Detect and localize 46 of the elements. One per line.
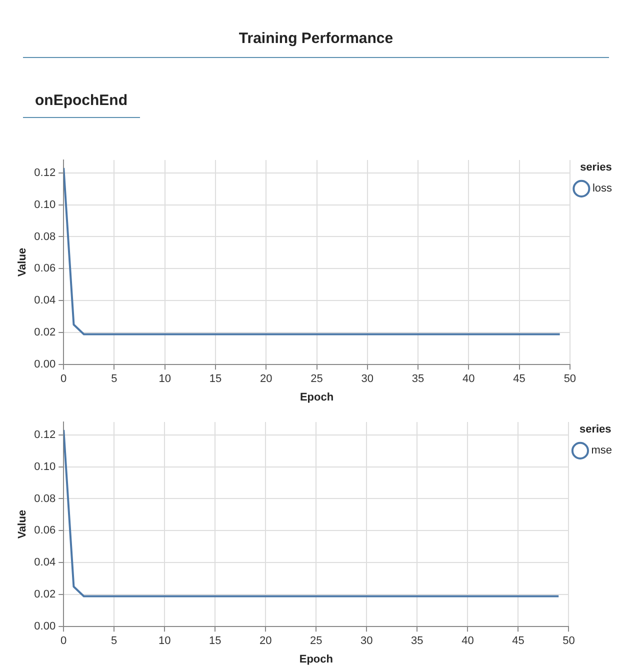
x-tick-label: 35 <box>412 373 424 386</box>
x-tick-label: 5 <box>111 635 118 648</box>
x-tick-label: 10 <box>158 635 171 648</box>
x-tick-label: 45 <box>513 373 526 386</box>
x-tick-label: 0 <box>60 373 67 386</box>
y-tick-label: 0.04 <box>34 556 56 569</box>
x-axis-title: Epoch <box>300 391 334 404</box>
x-tick-label: 20 <box>260 635 272 648</box>
x-tick-label: 40 <box>462 373 475 386</box>
legend-title: series <box>579 424 612 436</box>
x-axis-title: Epoch <box>299 653 334 666</box>
x-tick-label: 35 <box>411 635 424 648</box>
x-tick-label: 15 <box>209 635 222 648</box>
y-tick-label: 0.12 <box>34 428 56 441</box>
y-tick-label: 0.08 <box>34 230 56 243</box>
chart-title: Training Performance <box>23 0 609 58</box>
x-tick-label: 20 <box>260 373 272 386</box>
x-tick-label: 0 <box>60 635 67 648</box>
y-axis-title: Value <box>16 510 29 539</box>
y-tick-label: 0.00 <box>34 358 56 371</box>
y-tick-label: 0.10 <box>34 198 56 211</box>
x-tick-label: 45 <box>512 635 524 648</box>
legend-label: loss <box>592 182 612 195</box>
y-tick-label: 0.04 <box>34 294 56 307</box>
y-tick-label: 0.02 <box>34 326 56 339</box>
y-tick-label: 0.06 <box>34 524 56 537</box>
y-tick-label: 0.08 <box>34 492 56 505</box>
chart-subtitle: onEpochEnd <box>23 92 140 118</box>
x-tick-label: 5 <box>111 373 118 386</box>
x-tick-label: 25 <box>310 373 323 386</box>
x-tick-label: 40 <box>462 635 474 648</box>
y-tick-label: 0.06 <box>34 262 56 275</box>
x-tick-label: 30 <box>360 635 373 648</box>
x-tick-label: 50 <box>564 373 576 386</box>
y-axis-title: Value <box>16 248 29 277</box>
y-tick-label: 0.12 <box>34 166 56 179</box>
x-tick-label: 15 <box>209 373 222 386</box>
x-tick-label: 25 <box>310 635 322 648</box>
y-tick-label: 0.02 <box>34 588 56 601</box>
legend-title: series <box>580 162 612 174</box>
legend-label: mse <box>591 444 612 457</box>
y-tick-label: 0.10 <box>34 460 56 473</box>
x-tick-label: 50 <box>562 635 575 648</box>
y-tick-label: 0.00 <box>34 620 56 633</box>
x-tick-label: 10 <box>158 373 171 386</box>
x-tick-label: 30 <box>361 373 374 386</box>
